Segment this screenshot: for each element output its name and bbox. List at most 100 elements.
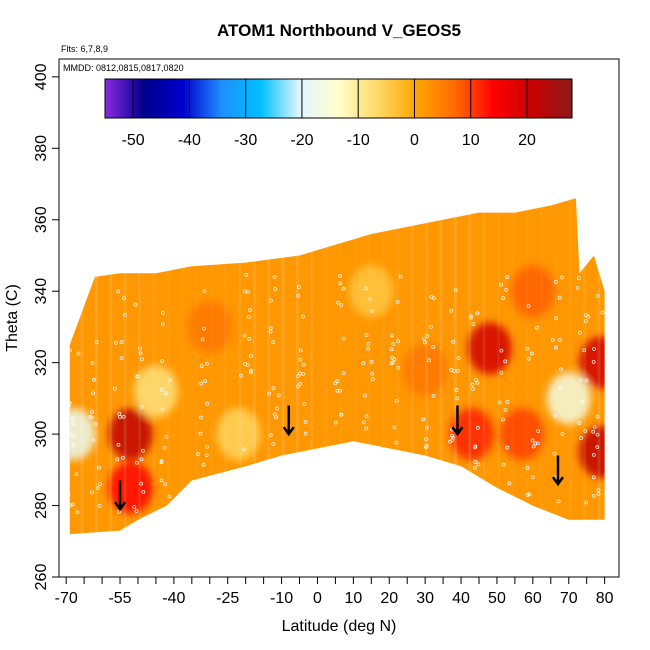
curtain-anomaly: [108, 461, 153, 514]
x-axis-label: Latitude (deg N): [282, 618, 397, 635]
observation-point: [558, 338, 562, 342]
observation-point: [363, 393, 367, 398]
observation-point: [90, 490, 94, 495]
observation-point: [117, 412, 122, 416]
colorbar: -50 -40 -30 -20 -10 0 10 20: [104, 78, 573, 149]
observation-point: [580, 399, 585, 404]
observation-point: [556, 499, 561, 504]
observation-point: [140, 404, 144, 409]
observation-point: [97, 465, 101, 470]
x-tick-label: 70: [560, 590, 578, 607]
observation-point: [268, 326, 273, 331]
observation-point: [505, 445, 510, 450]
observation-point: [338, 388, 342, 393]
y-tick-label: 280: [33, 492, 50, 519]
observation-point: [341, 286, 346, 291]
observation-point: [501, 296, 506, 301]
observation-point: [370, 377, 375, 381]
observation-point: [72, 434, 76, 439]
colorbar-tick-label: -40: [178, 132, 201, 149]
observation-point: [296, 384, 300, 389]
observation-point: [554, 316, 559, 321]
observation-point: [91, 438, 96, 443]
observation-point: [505, 275, 510, 279]
observation-point: [199, 381, 204, 386]
observation-point: [592, 347, 596, 351]
observation-point: [526, 356, 531, 361]
observation-point: [246, 290, 250, 294]
observation-point: [342, 336, 346, 341]
observation-point: [141, 490, 146, 494]
observation-point: [163, 391, 168, 396]
observation-point: [275, 406, 279, 411]
x-tick-label: 60: [524, 590, 542, 607]
y-tick-label: 260: [33, 564, 50, 591]
observation-point: [242, 289, 247, 294]
observation-point: [239, 373, 243, 378]
observation-point: [396, 366, 401, 370]
observation-point: [98, 482, 103, 487]
observation-point: [90, 361, 95, 366]
observation-point: [303, 420, 308, 424]
curtain-column: [382, 59, 385, 577]
observation-point: [370, 371, 375, 376]
observation-point: [389, 347, 394, 352]
curtain-column: [310, 198, 314, 535]
x-tick-label: 0: [313, 590, 322, 607]
observation-point: [553, 413, 558, 418]
observation-point: [530, 475, 535, 480]
observation-point: [302, 402, 307, 406]
curtain-anomaly: [449, 408, 494, 461]
observation-point: [303, 431, 308, 436]
observation-point: [271, 386, 276, 391]
curtain-anomaly: [69, 408, 96, 461]
observation-point: [273, 287, 278, 291]
observation-point: [163, 482, 168, 487]
flight-arrows: [114, 405, 564, 512]
observation-point: [296, 293, 300, 298]
observation-point: [196, 452, 200, 457]
observation-point: [424, 425, 429, 430]
observation-point: [471, 387, 475, 391]
curtain-anomaly: [133, 365, 178, 418]
observation-point: [451, 339, 456, 344]
observation-point: [243, 362, 247, 366]
observation-point: [269, 298, 273, 303]
flight-arrow: [451, 405, 464, 437]
curtain-column: [295, 198, 299, 535]
observation-point: [531, 444, 536, 449]
observation-point: [95, 486, 100, 491]
observation-point: [90, 409, 94, 414]
observation-point: [361, 420, 366, 425]
curtain-column: [109, 198, 113, 535]
observation-point: [138, 351, 143, 356]
x-tick-label: 40: [452, 590, 470, 607]
y-tick-label: 380: [33, 135, 50, 162]
observation-point: [249, 368, 253, 373]
observation-point: [584, 500, 589, 505]
observation-point: [205, 361, 209, 366]
observation-point: [361, 361, 366, 366]
observation-point: [427, 358, 431, 363]
curtain-column: [224, 198, 228, 535]
observation-point: [455, 368, 460, 373]
observation-point: [474, 378, 478, 382]
observation-point: [389, 361, 393, 366]
x-axis: -70 -55 -40 -25 -10 0 10 20 30 40 50 60 70 80: [55, 577, 614, 607]
observation-point: [499, 370, 504, 375]
plot-frame: [58, 58, 620, 578]
x-tick-label: -40: [162, 590, 185, 607]
observation-point: [584, 378, 589, 383]
x-tick-label: -25: [216, 590, 239, 607]
observation-point: [138, 346, 143, 351]
curtain-column: [396, 198, 400, 535]
observation-point: [66, 492, 71, 497]
observation-point: [71, 443, 76, 447]
observation-point: [67, 400, 72, 405]
observation-point: [123, 312, 127, 317]
y-tick-label: 320: [33, 349, 50, 376]
x-tick-label: -70: [55, 590, 78, 607]
observation-point: [200, 337, 205, 342]
observation-point: [453, 288, 458, 293]
observation-point: [364, 286, 368, 291]
